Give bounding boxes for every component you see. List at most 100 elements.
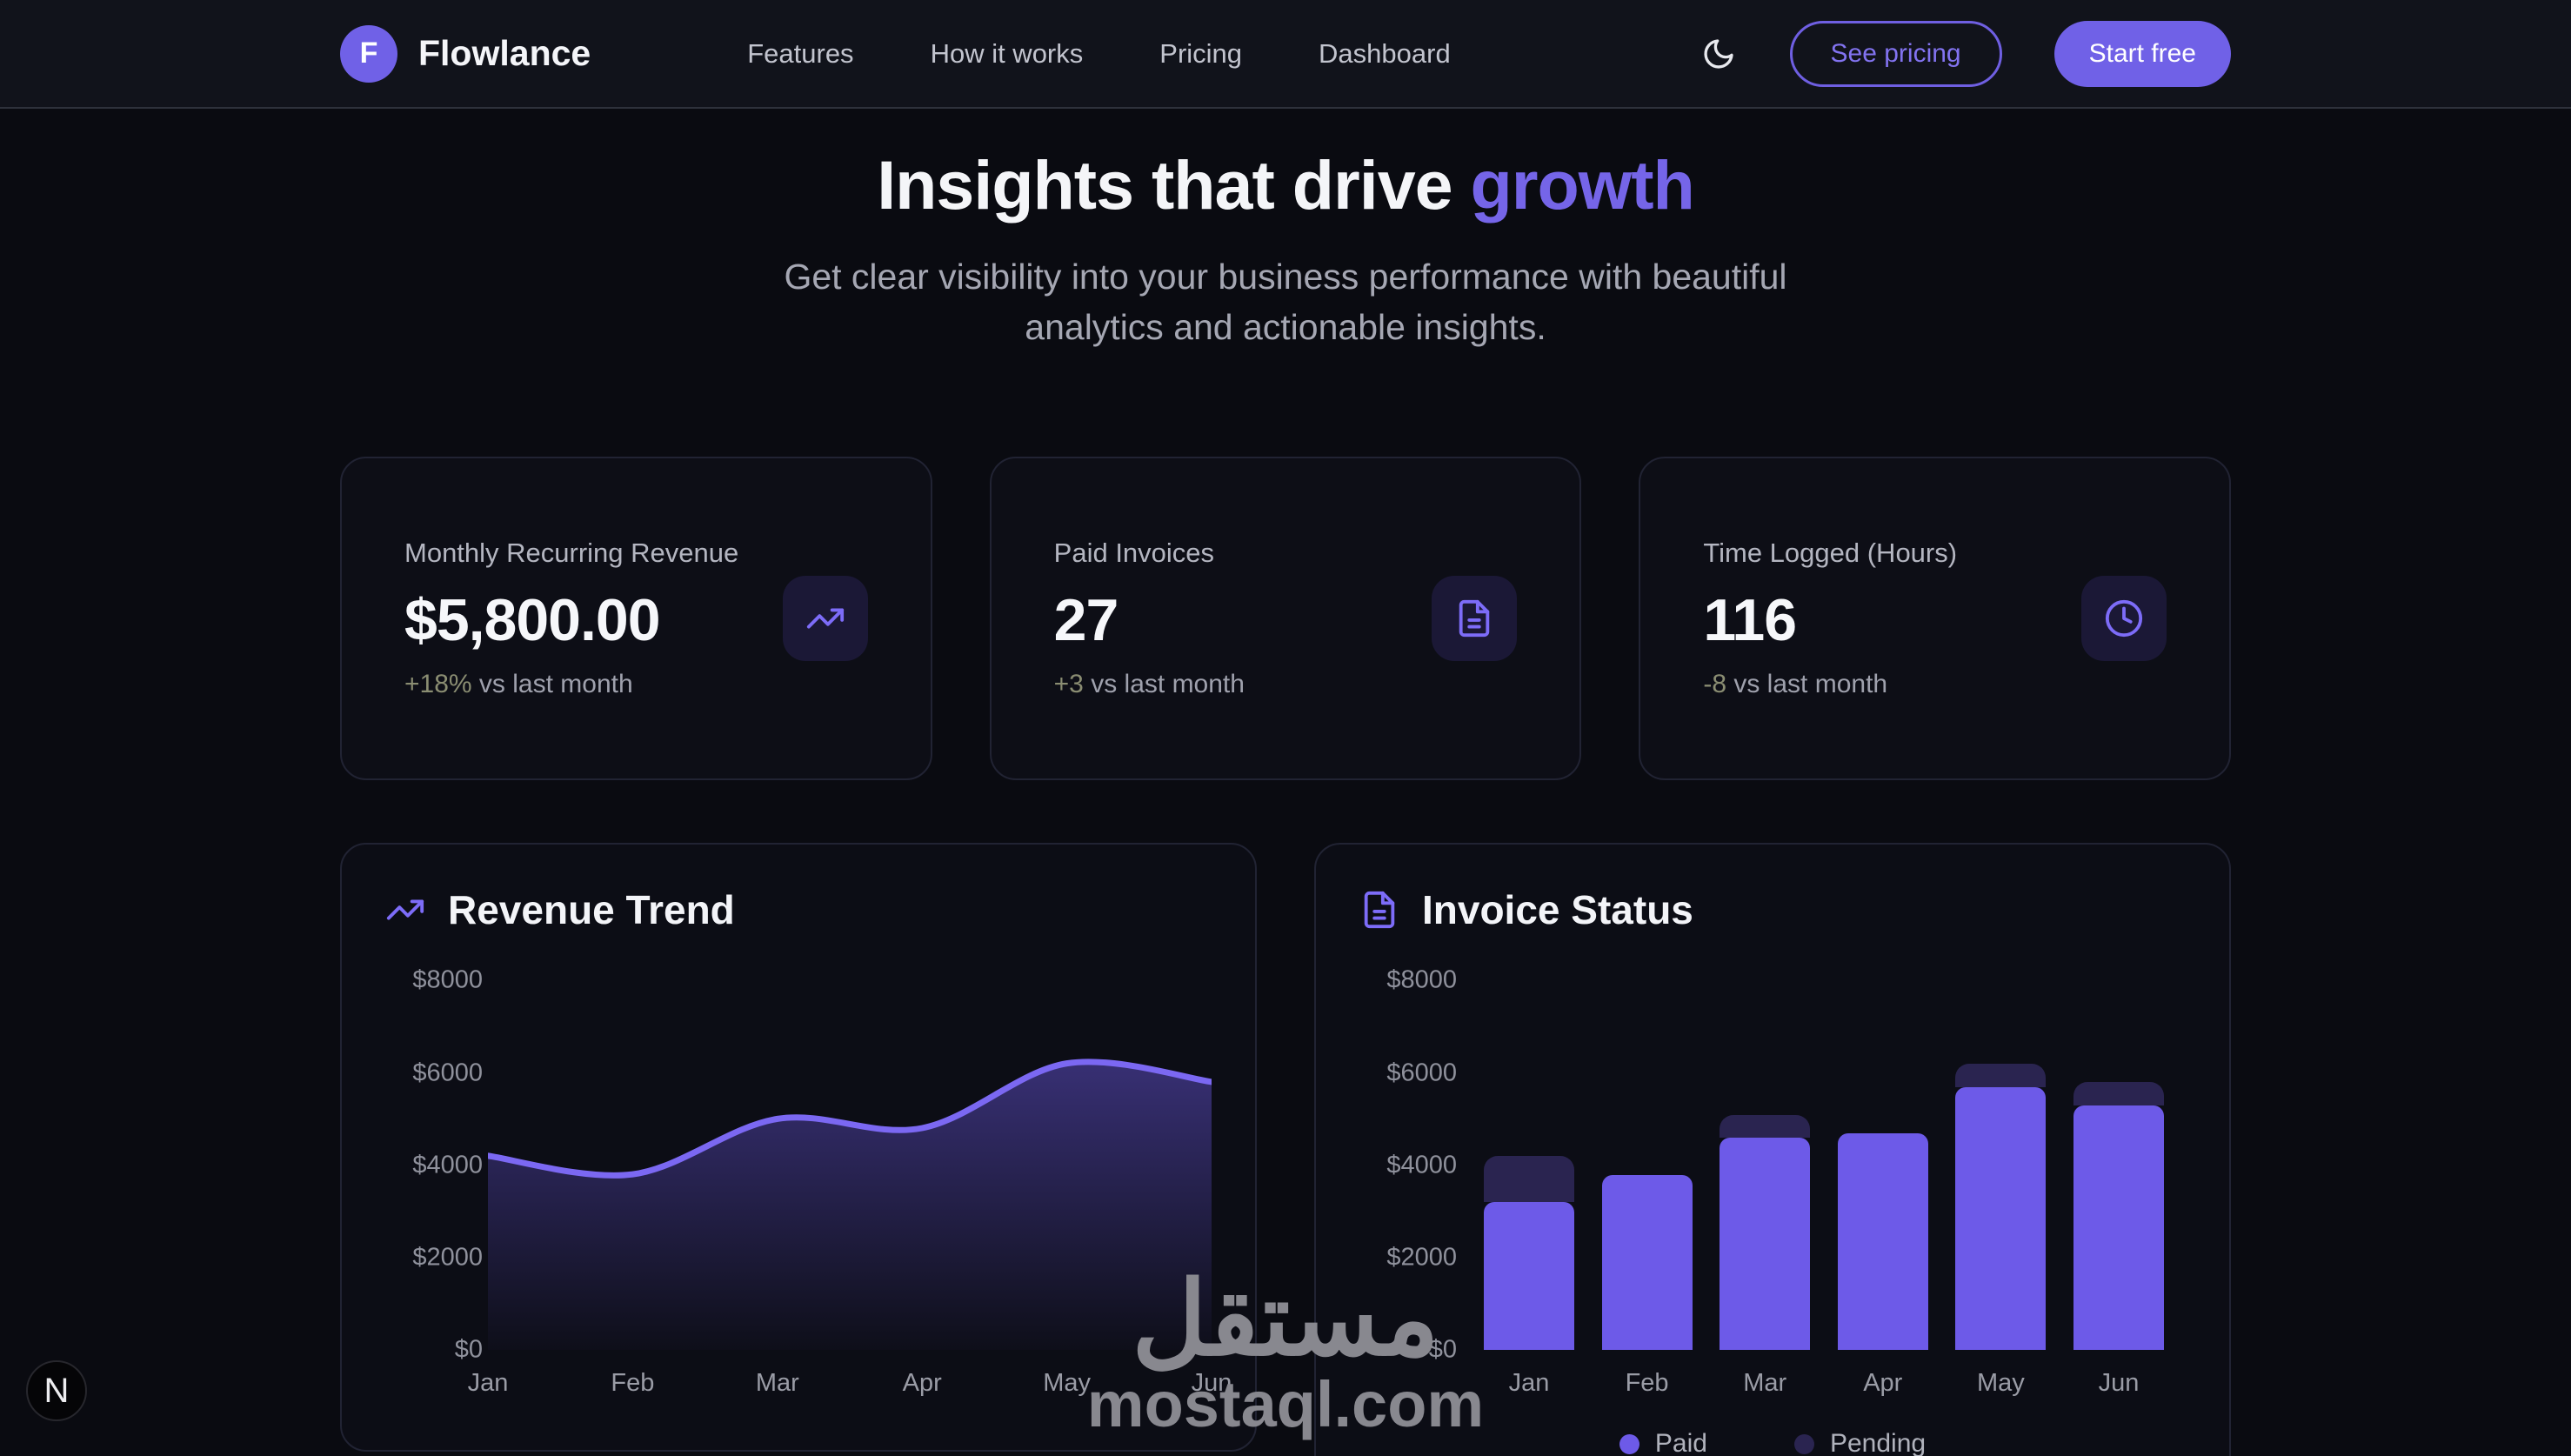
trending-up-icon: [782, 576, 868, 662]
moon-icon[interactable]: [1700, 35, 1738, 73]
bar-segment-pending: [1955, 1064, 2047, 1087]
revenue-trend-card: Revenue Trend $8000 $6000 $4000 $2000 $0: [340, 843, 1257, 1453]
bar-segment-paid: [1720, 1138, 1811, 1351]
stat-value: $5,800.00: [404, 587, 661, 654]
y-tick: $2000: [1386, 1243, 1457, 1272]
nav-link-features[interactable]: Features: [747, 37, 854, 69]
revenue-line-area: [488, 980, 1212, 1351]
chart-title: Invoice Status: [1422, 887, 1693, 933]
bar-apr: [1837, 980, 1928, 1351]
pending-dot-icon: [1793, 1433, 1814, 1454]
y-tick: $2000: [412, 1243, 483, 1272]
stat-label: Monthly Recurring Revenue: [404, 538, 739, 569]
bar-mar: [1720, 980, 1811, 1351]
stat-value: 116: [1703, 587, 1797, 654]
bar-jan: [1484, 980, 1574, 1351]
x-label: May: [1043, 1369, 1091, 1398]
navbar-actions: See pricing Start free: [1700, 20, 2231, 87]
stats-row: Monthly Recurring Revenue $5,800.00 +18%…: [340, 457, 2231, 781]
navbar-inner: F Flowlance Features How it works Pricin…: [340, 20, 2231, 87]
x-label: Mar: [1743, 1369, 1787, 1398]
x-label: May: [1976, 1369, 2025, 1398]
stat-delta-number: +18%: [404, 670, 472, 699]
y-tick: $8000: [412, 965, 483, 994]
bar-jun: [2073, 980, 2164, 1351]
hero-section: Insights that drive growth Get clear vis…: [0, 145, 2571, 352]
stat-delta: -8 vs last month: [1703, 670, 1957, 699]
x-label: Jun: [2098, 1369, 2140, 1398]
y-tick: $6000: [412, 1059, 483, 1087]
invoice-status-header: Invoice Status: [1359, 886, 2186, 933]
x-label: Apr: [1863, 1369, 1903, 1398]
bar-segment-pending: [1720, 1114, 1811, 1139]
stat-card-mrr-body: Monthly Recurring Revenue $5,800.00 +18%…: [404, 538, 738, 699]
invoice-status-card: Invoice Status $8000 $6000 $4000 $2000 $…: [1314, 843, 2231, 1456]
nav-link-how-it-works[interactable]: How it works: [930, 37, 1084, 69]
stat-delta: +3 vs last month: [1054, 670, 1245, 699]
page-title: Insights that drive growth: [0, 145, 2571, 225]
nav-links: Features How it works Pricing Dashboard: [747, 38, 1450, 70]
bar-segment-paid: [1837, 1132, 1928, 1351]
x-label: Jan: [1508, 1369, 1550, 1398]
brand-logo[interactable]: F Flowlance: [340, 24, 591, 83]
flowlance-logo-icon: F: [340, 24, 397, 83]
stat-label: Time Logged (Hours): [1703, 538, 1958, 569]
x-label: Jan: [467, 1369, 509, 1398]
navbar: F Flowlance Features How it works Pricin…: [0, 0, 2571, 109]
paid-dot-icon: [1619, 1433, 1639, 1454]
revenue-trend-header: Revenue Trend: [385, 886, 1212, 933]
legend-label: Pending: [1829, 1429, 1927, 1456]
hero-subtitle: Get clear visibility into your business …: [784, 257, 1787, 348]
invoice-plot: $8000 $6000 $4000 $2000 $0: [1359, 966, 2186, 1364]
chart-legend: Paid Pending: [1359, 1429, 2186, 1456]
bar-group: [1462, 980, 2186, 1351]
stat-delta-number: +3: [1053, 670, 1084, 699]
file-text-icon: [1432, 576, 1518, 662]
bar-segment-paid: [1955, 1086, 2047, 1351]
revenue-plot: $8000 $6000 $4000 $2000 $0: [385, 966, 1212, 1364]
bar-segment-pending: [1484, 1156, 1574, 1203]
clock-icon: [2081, 576, 2167, 662]
brand-name: Flowlance: [418, 33, 591, 73]
legend-item-paid: Paid: [1619, 1429, 1707, 1456]
see-pricing-button[interactable]: See pricing: [1789, 20, 2002, 87]
bar-feb: [1601, 980, 1693, 1351]
x-label: Mar: [755, 1369, 799, 1398]
stat-delta-suffix: vs last month: [1726, 670, 1888, 699]
bar-segment-pending: [2073, 1082, 2164, 1105]
y-tick: $0: [1428, 1335, 1457, 1364]
stat-delta-suffix: vs last month: [1083, 670, 1245, 699]
stat-delta-suffix: vs last month: [471, 670, 633, 699]
bar-may: [1955, 980, 2047, 1351]
x-label: Jun: [1191, 1369, 1232, 1398]
y-tick: $4000: [1386, 1151, 1457, 1179]
stat-card-time-logged: Time Logged (Hours) 116 -8 vs last month: [1639, 457, 2231, 781]
x-label: Feb: [611, 1369, 655, 1398]
stat-card-paid-invoices: Paid Invoices 27 +3 vs last month: [989, 457, 1582, 781]
bar-segment-paid: [2073, 1105, 2164, 1351]
nextjs-dev-badge[interactable]: N: [26, 1360, 87, 1421]
x-label: Apr: [902, 1369, 942, 1398]
invoice-bars-area: [1462, 980, 2186, 1351]
stat-card-time-logged-body: Time Logged (Hours) 116 -8 vs last month: [1703, 538, 1957, 699]
stat-value: 27: [1053, 587, 1119, 654]
y-tick: $4000: [412, 1151, 483, 1179]
nav-link-pricing[interactable]: Pricing: [1159, 37, 1243, 69]
file-text-icon: [1364, 892, 1395, 929]
legend-item-pending: Pending: [1793, 1429, 1927, 1456]
bar-segment-paid: [1484, 1202, 1574, 1351]
nav-link-dashboard[interactable]: Dashboard: [1319, 37, 1451, 69]
start-free-button[interactable]: Start free: [2053, 20, 2231, 87]
x-label: Feb: [1625, 1369, 1669, 1398]
stat-label: Paid Invoices: [1053, 538, 1215, 569]
stat-delta-number: -8: [1703, 670, 1727, 699]
y-tick: $6000: [1386, 1059, 1457, 1087]
revenue-y-axis: $8000 $6000 $4000 $2000 $0: [385, 966, 488, 1364]
y-tick: $0: [454, 1335, 483, 1364]
charts-row: Revenue Trend $8000 $6000 $4000 $2000 $0: [340, 843, 2231, 1456]
invoice-x-axis: Jan Feb Mar Apr May Jun: [1462, 1369, 2186, 1398]
legend-label: Paid: [1654, 1429, 1707, 1456]
hero-title-prefix: Insights that drive: [877, 146, 1471, 224]
trending-up-icon: [386, 899, 424, 920]
stat-card-paid-invoices-body: Paid Invoices 27 +3 vs last month: [1054, 538, 1245, 699]
